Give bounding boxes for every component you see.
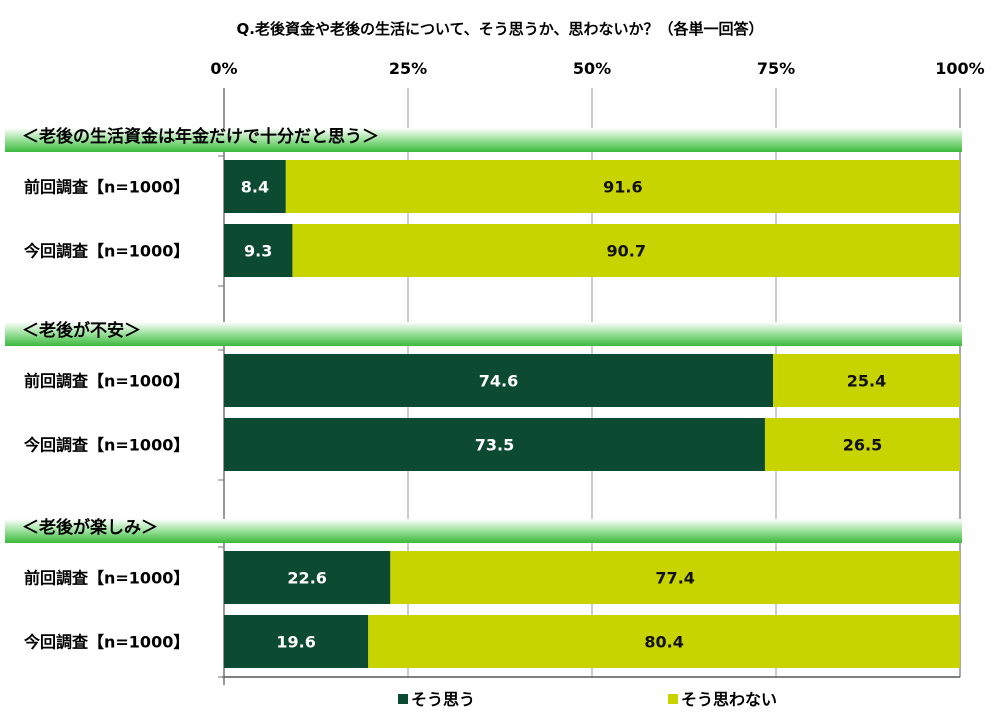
x-tick-label: 0% [210, 59, 237, 78]
data-label: 19.6 [276, 633, 315, 652]
bar-segment-disagree [285, 160, 961, 213]
bar-segment-disagree [773, 354, 960, 407]
x-tick-label: 75% [757, 59, 795, 78]
section-banner [5, 519, 962, 543]
section-banner [5, 322, 962, 346]
bar-segment-agree [224, 551, 391, 604]
data-label: 9.3 [244, 242, 272, 261]
bar-segment-disagree [764, 418, 960, 471]
bar-segment-disagree [390, 551, 960, 604]
section-label: ＜老後が不安＞ [22, 320, 141, 341]
legend-swatch [668, 694, 678, 704]
data-label: 73.5 [475, 436, 514, 455]
data-label: 77.4 [655, 569, 694, 588]
section-label: ＜老後の生活資金は年金だけで十分だと思う＞ [22, 126, 379, 147]
bar-segment-disagree [368, 615, 961, 668]
data-label: 80.4 [644, 633, 683, 652]
x-tick-label: 25% [389, 59, 427, 78]
bar-segment-agree [224, 224, 293, 277]
legend-label: そう思わない [681, 690, 777, 709]
data-label: 91.6 [603, 178, 642, 197]
row-label: 前回調査【n=1000】 [24, 372, 189, 391]
legend-swatch [398, 694, 408, 704]
section-banner [5, 128, 962, 152]
bar-segment-agree [224, 615, 369, 668]
data-label: 8.4 [241, 178, 269, 197]
data-label: 26.5 [843, 436, 882, 455]
row-label: 今回調査【n=1000】 [23, 436, 189, 455]
legend-label: そう思う [411, 690, 475, 709]
bar-segment-agree [224, 418, 765, 471]
row-label: 今回調査【n=1000】 [23, 633, 189, 652]
row-label: 前回調査【n=1000】 [24, 178, 189, 197]
row-label: 今回調査【n=1000】 [23, 242, 189, 261]
x-tick-label: 100% [935, 59, 984, 78]
data-label: 90.7 [606, 242, 645, 261]
bar-segment-agree [224, 354, 774, 407]
data-label: 74.6 [479, 372, 518, 391]
bar-segment-disagree [292, 224, 960, 277]
bar-segment-agree [224, 160, 286, 213]
data-label: 25.4 [847, 372, 886, 391]
chart-title: Q.老後資金や老後の生活について、そう思うか、思わないか？（各単一回答） [237, 20, 764, 38]
data-label: 22.6 [287, 569, 326, 588]
row-label: 前回調査【n=1000】 [24, 569, 189, 588]
section-label: ＜老後が楽しみ＞ [22, 517, 158, 538]
x-tick-label: 50% [573, 59, 611, 78]
